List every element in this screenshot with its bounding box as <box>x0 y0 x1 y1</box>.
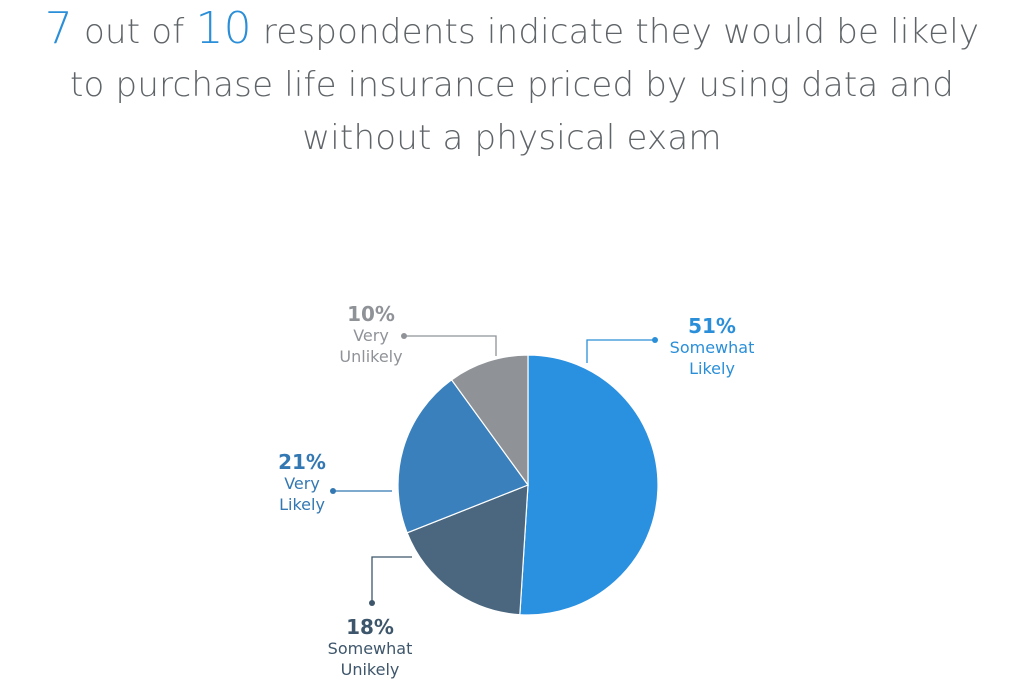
data-label-text-very-unlikely-1: Very <box>353 326 389 345</box>
title-line-2: to purchase life insurance priced by usi… <box>70 65 954 105</box>
title-line-3: without a physical exam <box>302 118 722 158</box>
title-highlight-7: 7 <box>44 3 73 54</box>
pie-slice-very-unlikely <box>450 354 529 487</box>
data-label-text-somewhat-unikely-1: Somewhat <box>328 639 413 658</box>
data-label-text-very-unlikely-2: Unlikely <box>339 347 402 366</box>
pie-callouts: 51%SomewhatLikely18%SomewhatUnikely21%Ve… <box>278 302 754 679</box>
data-label-pct-somewhat-likely: 51% <box>688 314 736 338</box>
data-label-text-very-likely-1: Very <box>284 474 320 493</box>
title-highlight-10: 10 <box>195 3 252 54</box>
title-text-rest: respondents indicate they would be likel… <box>251 12 980 52</box>
callout-dot-very-likely <box>330 488 336 494</box>
data-label-text-somewhat-likely-2: Likely <box>689 359 735 378</box>
callout-line-very-unlikely <box>404 335 497 356</box>
data-label-text-very-likely-2: Likely <box>279 495 325 514</box>
data-label-pct-very-unlikely: 10% <box>347 302 395 326</box>
title-line-1: 7 out of 10 respondents indicate they wo… <box>0 2 1024 59</box>
data-label-text-somewhat-likely-1: Somewhat <box>670 338 755 357</box>
title-text-out-of: out of <box>72 12 196 52</box>
callout-dot-somewhat-unikely <box>369 600 375 606</box>
callout-line-somewhat-unikely <box>371 556 412 603</box>
pie-slice-somewhat-likely <box>519 354 659 616</box>
callout-dot-somewhat-likely <box>652 337 658 343</box>
pie-slices <box>397 354 659 616</box>
data-label-text-somewhat-unikely-2: Unikely <box>341 660 400 679</box>
callout-dot-very-unlikely <box>401 333 407 339</box>
pie-slice-somewhat-unikely <box>406 484 529 616</box>
data-label-pct-very-likely: 21% <box>278 450 326 474</box>
chart-title: 7 out of 10 respondents indicate they wo… <box>0 2 1024 165</box>
pie-slice-very-likely <box>397 378 529 534</box>
callout-line-somewhat-likely <box>586 339 655 363</box>
data-label-pct-somewhat-unikely: 18% <box>346 615 394 639</box>
